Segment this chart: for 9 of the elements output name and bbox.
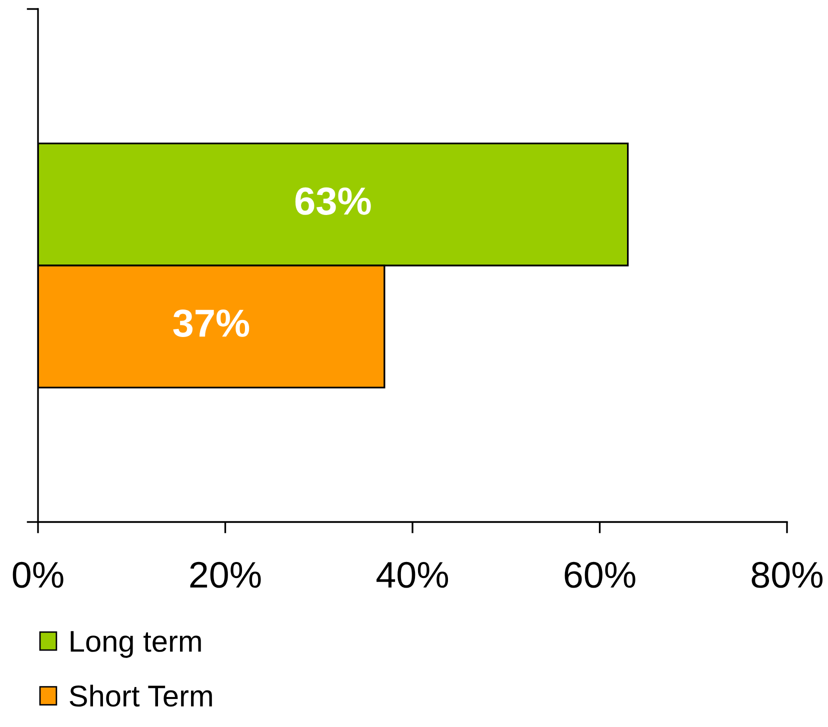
legend-label: Short Term — [70, 684, 212, 707]
x-tick-label: 80% — [752, 562, 823, 588]
data-label: 37% — [173, 309, 250, 338]
x-tick-label: 20% — [190, 562, 261, 588]
x-tick-label: 60% — [564, 562, 636, 588]
x-tick-label: 40% — [376, 562, 448, 588]
data-label: 63% — [295, 187, 371, 215]
legend-label: Long term — [70, 631, 201, 658]
x-tick-label: 0% — [12, 562, 64, 588]
